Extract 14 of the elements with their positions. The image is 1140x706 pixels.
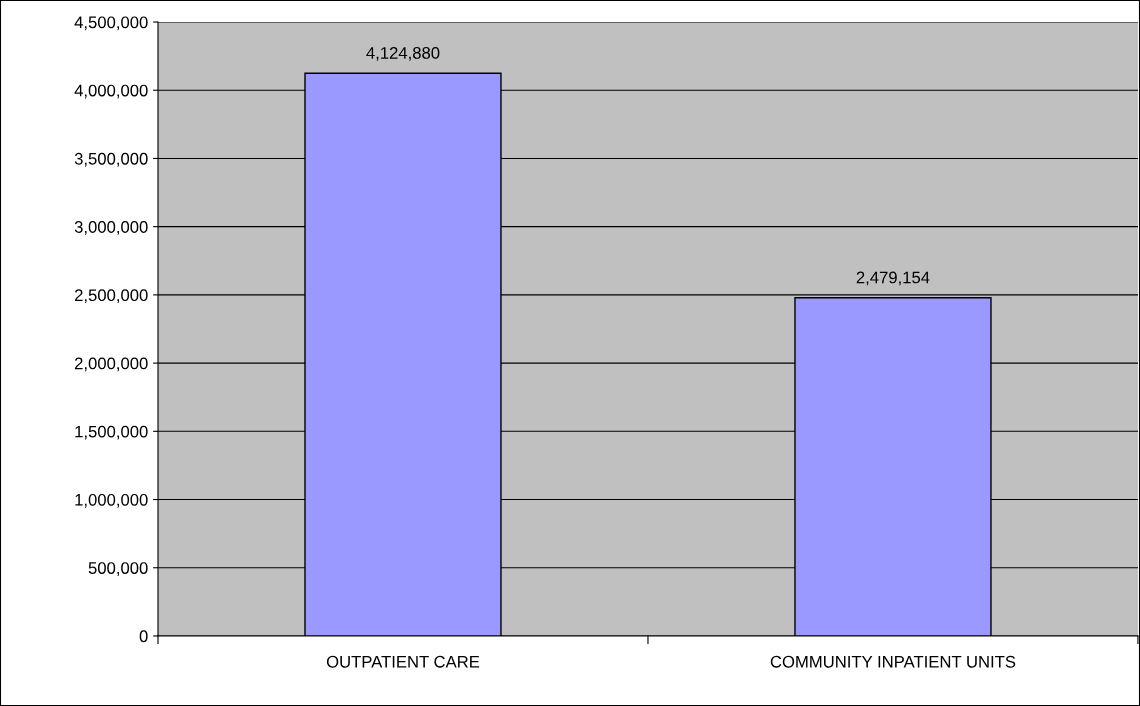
y-tick-label: 4,000,000 bbox=[74, 84, 148, 99]
y-tick-label: 0 bbox=[139, 630, 148, 643]
data-label: 2,479,154 bbox=[856, 271, 930, 286]
y-tick-label: 2,000,000 bbox=[74, 357, 148, 372]
y-tick-label: 500,000 bbox=[88, 562, 148, 576]
x-tick-label: COMMUNITY INPATIENT UNITS bbox=[770, 655, 1016, 668]
y-tick-label: 3,500,000 bbox=[74, 152, 148, 167]
data-label: 4,124,880 bbox=[366, 47, 440, 61]
y-tick-label: 1,500,000 bbox=[75, 425, 148, 440]
y-tick-label: 4,500,000 bbox=[74, 16, 148, 31]
y-tick-label: 3,000,000 bbox=[74, 221, 148, 235]
x-tick-label: OUTPATIENT CARE bbox=[326, 655, 480, 668]
y-tick-label: 1,000,000 bbox=[75, 493, 148, 508]
y-tick-label: 2,500,000 bbox=[74, 289, 148, 304]
